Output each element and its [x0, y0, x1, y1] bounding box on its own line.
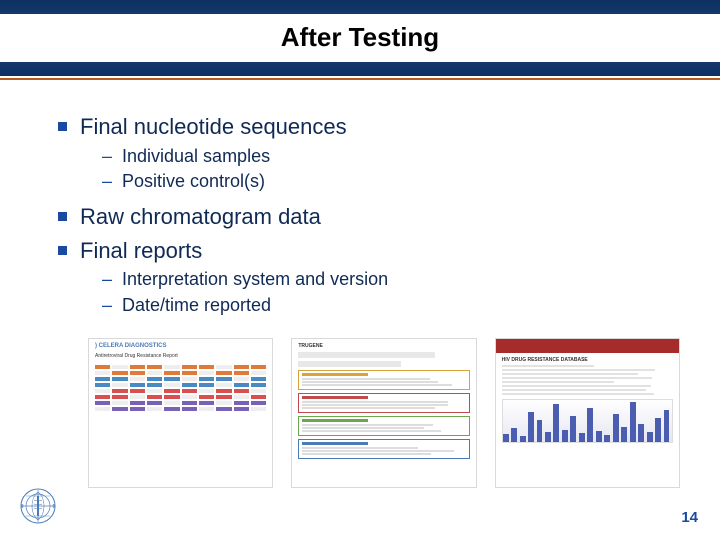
- thumbnail-report-1: ) CELERA DIAGNOSTICSAntiretroviral Drug …: [88, 338, 273, 488]
- thumbnail-row: ) CELERA DIAGNOSTICSAntiretroviral Drug …: [88, 338, 680, 488]
- header-band-bottom: [0, 62, 720, 76]
- sub-list: Interpretation system and version Date/t…: [80, 267, 680, 317]
- bullet-text: Raw chromatogram data: [80, 204, 321, 229]
- header-band-top: [0, 0, 720, 14]
- sub-item: Positive control(s): [80, 169, 680, 194]
- slide-title: After Testing: [0, 22, 720, 53]
- bullet-item: Final nucleotide sequences Individual sa…: [58, 112, 680, 194]
- sub-item: Individual samples: [80, 144, 680, 169]
- sub-list: Individual samples Positive control(s): [80, 144, 680, 194]
- slide-body: Final nucleotide sequences Individual sa…: [0, 84, 720, 318]
- who-logo: [18, 486, 58, 526]
- bullet-text: Final reports: [80, 238, 202, 263]
- bullet-item: Raw chromatogram data: [58, 202, 680, 232]
- sub-item: Interpretation system and version: [80, 267, 680, 292]
- bullet-item: Final reports Interpretation system and …: [58, 236, 680, 318]
- page-number: 14: [681, 509, 698, 526]
- sub-item: Date/time reported: [80, 293, 680, 318]
- header-rule: [0, 78, 720, 80]
- thumbnail-report-2: TRUGENE: [291, 338, 476, 488]
- slide-header: After Testing: [0, 0, 720, 84]
- thumbnail-report-3: HIV DRUG RESISTANCE DATABASE: [495, 338, 680, 488]
- bullet-text: Final nucleotide sequences: [80, 114, 347, 139]
- bullet-list: Final nucleotide sequences Individual sa…: [58, 112, 680, 318]
